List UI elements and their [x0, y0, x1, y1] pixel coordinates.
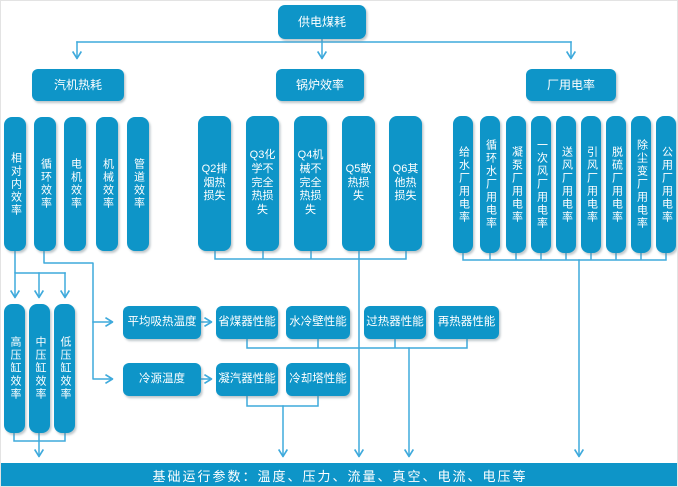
- node-q4-mechanical-incomplete-loss: Q4机械不完全热损失: [294, 116, 327, 251]
- connector-internal-eff-bus: [14, 250, 66, 274]
- node-mechanical-efficiency: 机械效率: [96, 117, 118, 251]
- node-label: 引风厂用电率: [585, 145, 598, 224]
- connector-cooling-bus: [246, 395, 319, 407]
- node-label: 除尘变厂用电率: [635, 139, 648, 230]
- node-forced-draft-power-rate: 送风厂用电率: [556, 116, 576, 253]
- node-primary-air-power-rate: 一次风厂用电率: [531, 116, 551, 253]
- node-label: 凝泵厂用电率: [510, 145, 523, 224]
- node-q3-chemical-incomplete-loss: Q3化学不完全热损失: [246, 116, 279, 251]
- node-cooling-tower-performance: 冷却塔性能: [286, 363, 350, 396]
- node-plant-power-rate: 厂用电率: [526, 69, 616, 101]
- node-label: 管道效率: [132, 158, 145, 210]
- node-q2-flue-gas-loss: Q2排烟热损失: [198, 116, 231, 251]
- node-lp-cylinder-efficiency: 低压缸效率: [54, 304, 75, 433]
- connector-cylinder-bus: [13, 432, 66, 442]
- node-desulfurization-power-rate: 脱硫厂用电率: [606, 116, 626, 253]
- node-label: 送风厂用电率: [560, 145, 573, 224]
- node-economizer-performance: 省煤器性能: [216, 306, 278, 339]
- node-q5-radiation-loss: Q5散热损失: [342, 116, 375, 251]
- node-label: 公用厂用电率: [660, 145, 673, 224]
- node-label: 低压缸效率: [59, 336, 71, 401]
- node-boiler-efficiency: 锅炉效率: [276, 69, 364, 101]
- node-relative-internal-efficiency: 相对内效率: [4, 117, 26, 251]
- node-mean-heat-absorption-temperature: 平均吸热温度: [123, 306, 201, 339]
- node-label: 高压缸效率: [9, 336, 21, 401]
- connector-boiler-loss-bus: [214, 250, 407, 260]
- node-induced-draft-power-rate: 引风厂用电率: [581, 116, 601, 253]
- node-label: 相对内效率: [9, 151, 22, 217]
- connector-cycle-eff-trunk: [43, 250, 112, 379]
- node-condenser-performance: 凝汽器性能: [216, 363, 278, 396]
- node-power-supply-coal-consumption: 供电煤耗: [278, 5, 366, 39]
- node-hp-cylinder-efficiency: 高压缸效率: [4, 304, 25, 433]
- node-common-power-rate: 公用厂用电率: [656, 116, 676, 253]
- node-feedwater-power-rate: 给水厂用电率: [453, 116, 473, 253]
- node-turbine-heat-rate: 汽机热耗: [32, 69, 124, 101]
- node-circulating-water-power-rate: 循环水厂用电率: [480, 116, 500, 253]
- node-reheater-performance: 再热器性能: [434, 306, 499, 339]
- node-label: 循环水厂用电率: [484, 139, 497, 230]
- connector-root-bus: [76, 38, 572, 43]
- node-base-operating-parameters: 基础运行参数：温度、压力、流量、真空、电流、电压等: [1, 463, 677, 486]
- node-water-wall-performance: 水冷壁性能: [286, 306, 350, 339]
- node-cycle-efficiency: 循环效率: [34, 117, 56, 251]
- node-label: 一次风厂用电率: [535, 139, 548, 230]
- node-motor-efficiency: 电机效率: [64, 117, 86, 251]
- node-label: 电机效率: [69, 158, 82, 210]
- node-superheater-performance: 过热器性能: [364, 306, 426, 339]
- node-q6-other-loss: Q6其他热损失: [389, 116, 422, 251]
- node-label: 给水厂用电率: [457, 145, 470, 224]
- connector-plant-power-bus: [462, 252, 667, 261]
- node-condensate-pump-power-rate: 凝泵厂用电率: [506, 116, 526, 253]
- connector-heater-performance-bus: [246, 338, 468, 349]
- node-label: 中压缸效率: [34, 336, 46, 401]
- node-dust-removal-power-rate: 除尘变厂用电率: [631, 116, 651, 253]
- node-label: 循环效率: [39, 158, 52, 210]
- node-ip-cylinder-efficiency: 中压缸效率: [29, 304, 50, 433]
- node-pipe-efficiency: 管道效率: [127, 117, 149, 251]
- node-cold-source-temperature: 冷源温度: [123, 363, 201, 396]
- node-label: 机械效率: [101, 158, 114, 210]
- node-label: 脱硫厂用电率: [610, 145, 623, 224]
